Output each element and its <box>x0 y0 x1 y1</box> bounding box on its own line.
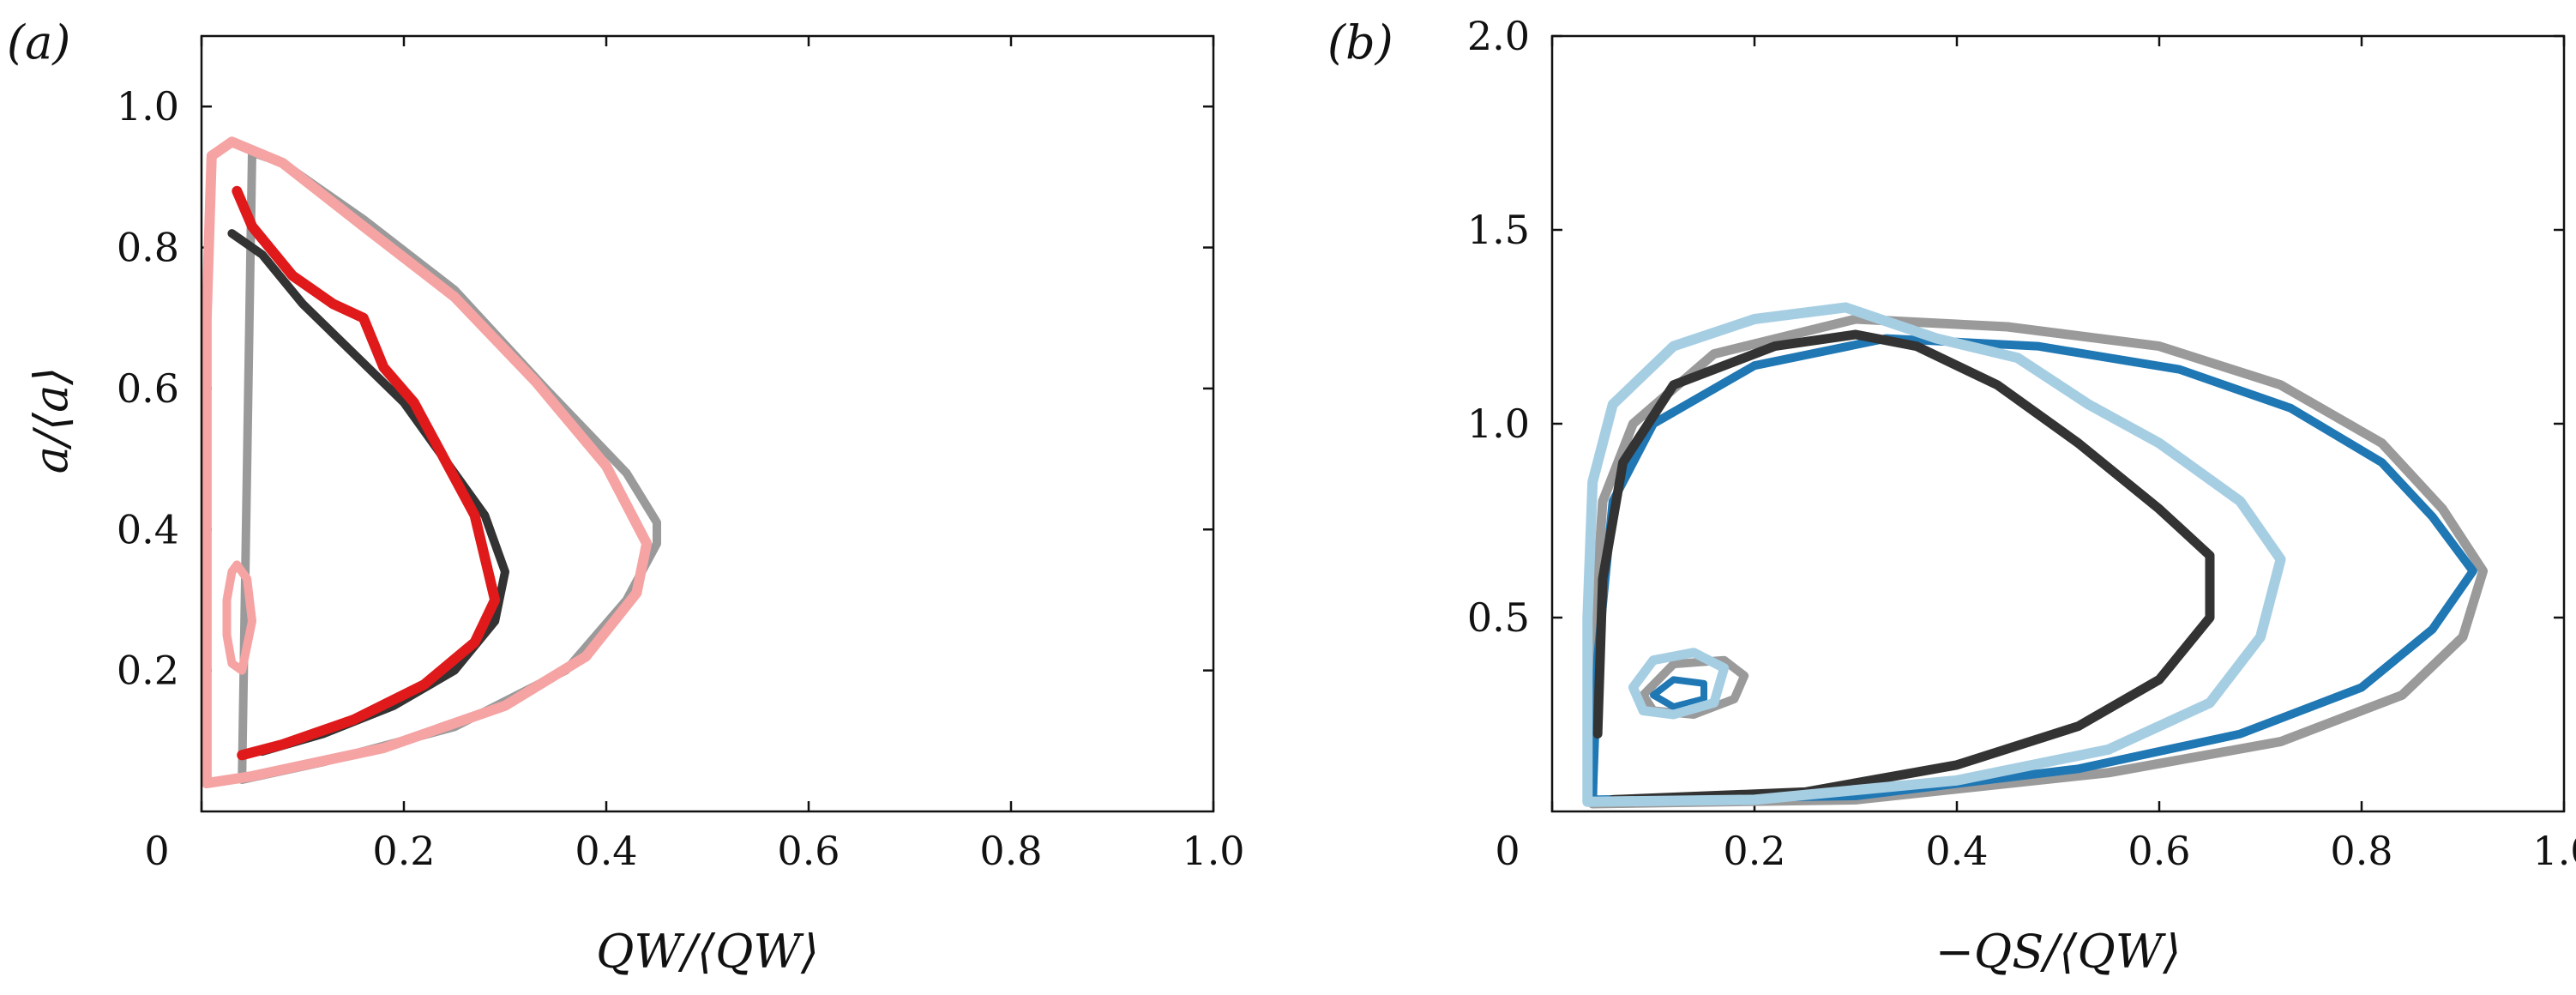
panel-a-ylabel: a/⟨a⟩ <box>24 367 78 474</box>
panel-b-y-tick-label: 2.0 <box>1467 13 1530 59</box>
panel-b-series-outer-gray <box>1587 314 2489 809</box>
panel-b-series-inner-dark <box>1592 329 2215 805</box>
panel-b-series-inner-lightblue <box>1582 302 2286 807</box>
panel-a-x-tick-label: 0.8 <box>979 828 1042 874</box>
panel-a-y-tick-label: 1.0 <box>117 83 179 130</box>
panel-b-xlabel: −QS/⟨QW⟩ <box>1935 925 2182 979</box>
panel-a-tick-labels: 0 0.2 0.4 0.6 0.8 1.0 0.2 0.4 0.6 0.8 1.0 <box>117 83 1245 874</box>
panel-b-tick-labels: 0 0.2 0.4 0.6 0.8 1.0 0.5 1.0 1.5 2.0 <box>1467 13 2576 874</box>
panel-a: (a) 0 0.2 0.4 0.6 0.8 1.0 0.2 0.4 0.6 0.8 1.0 QW/⟨… <box>7 15 1245 979</box>
panel-a-series <box>201 136 661 789</box>
panel-a-x-tick-label: 1.0 <box>1182 828 1244 874</box>
panel-a-plot-frame <box>200 34 1215 813</box>
panel-a-y-tick-label: 0.2 <box>117 648 179 694</box>
panel-a-x-tick-label: 0.6 <box>777 828 840 874</box>
panel-b-series-small-loop-lightblue <box>1628 648 1730 720</box>
panel-a-x-tick-label: 0 <box>144 828 169 874</box>
panel-b-x-tick-label: 0.2 <box>1723 828 1785 874</box>
panel-a-y-tick-label: 0.4 <box>117 506 179 552</box>
panel-a-series-outer-pink <box>201 136 653 789</box>
panel-a-y-tick-label: 0.6 <box>117 365 179 412</box>
panel-a-series-inner-red <box>232 185 501 761</box>
panel-a-series-inner-dark <box>227 229 509 757</box>
panel-a-label: (a) <box>7 15 70 69</box>
panel-a-x-tick-label: 0.2 <box>372 828 435 874</box>
panel-b-y-tick-label: 0.5 <box>1467 594 1530 641</box>
panel-b-series <box>1582 302 2489 809</box>
panel-b-x-tick-label: 1.0 <box>2532 828 2576 874</box>
panel-b-x-tick-label: 0.8 <box>2330 828 2392 874</box>
panel-b-plot-frame <box>1550 34 2566 813</box>
panel-b-x-tick-label: 0 <box>1495 828 1520 874</box>
panel-a-y-tick-label: 0.8 <box>117 225 179 271</box>
panel-b-x-tick-label: 0.6 <box>2128 828 2190 874</box>
panel-b: (b) 0 0.2 0.4 0.6 0.8 1.0 0.5 1.0 1.5 2.0 −QS/⟨QW… <box>1327 13 2576 979</box>
panel-a-x-tick-label: 0.4 <box>575 828 637 874</box>
panel-a-ticks <box>200 36 1215 811</box>
panel-b-label: (b) <box>1327 15 1393 69</box>
panel-b-y-tick-label: 1.5 <box>1467 207 1530 253</box>
panel-b-y-tick-label: 1.0 <box>1467 401 1530 447</box>
panel-b-series-outer-blue <box>1588 334 2477 805</box>
panel-a-series-small-loop <box>222 560 256 675</box>
panel-b-x-tick-label: 0.4 <box>1925 828 1988 874</box>
panel-a-xlabel: QW/⟨QW⟩ <box>596 925 819 979</box>
panel-b-series-small-loop-blue <box>1650 676 1707 710</box>
